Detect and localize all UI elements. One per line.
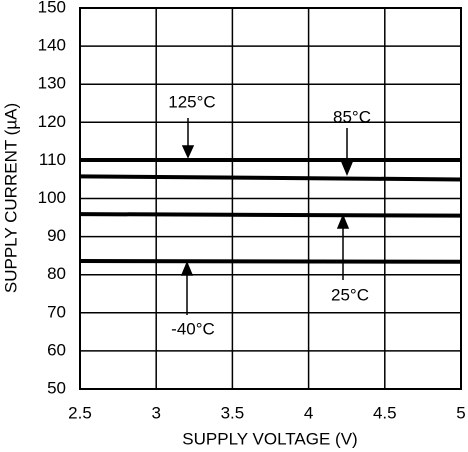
series-line: [79, 258, 462, 264]
y-tick-label: 110: [39, 150, 66, 169]
series-line: [79, 212, 462, 218]
arrow-head: [340, 161, 354, 176]
arrow-head: [336, 214, 350, 229]
x-tick-label: 4.5: [373, 403, 397, 422]
series-annotation: 125°C: [168, 92, 215, 111]
x-tick-label: 2.5: [68, 403, 92, 422]
y-tick-label: 70: [47, 302, 66, 321]
series-annotation: 85°C: [333, 107, 371, 126]
arrows: [180, 118, 354, 315]
x-axis-label: SUPPLY VOLTAGE (V): [182, 429, 357, 448]
x-tick-label: 3: [151, 403, 160, 422]
y-tick-label: 120: [38, 112, 66, 131]
y-tick-label: 150: [38, 0, 66, 16]
y-tick-label: 130: [38, 74, 66, 93]
x-tick-label: 4: [304, 403, 313, 422]
y-tick-label: 140: [38, 36, 66, 55]
series-annotation: -40°C: [171, 319, 215, 338]
x-tick-label: 5: [456, 403, 465, 422]
y-tick-label: 80: [47, 264, 66, 283]
plot-frame: [79, 7, 462, 390]
arrow-head: [180, 261, 194, 276]
y-axis-label: SUPPLY CURRENT (µA): [1, 103, 20, 293]
y-tick-label: 100: [38, 188, 66, 207]
series-annotation: 25°C: [331, 285, 369, 304]
series-line: [79, 174, 462, 182]
y-tick-label: 50: [47, 378, 66, 397]
grid: [79, 7, 462, 390]
x-tick-label: 3.5: [221, 403, 245, 422]
series-layer: [79, 158, 462, 264]
y-tick-label: 60: [47, 340, 66, 359]
y-tick-label: 90: [47, 226, 66, 245]
arrow-head: [181, 145, 195, 159]
